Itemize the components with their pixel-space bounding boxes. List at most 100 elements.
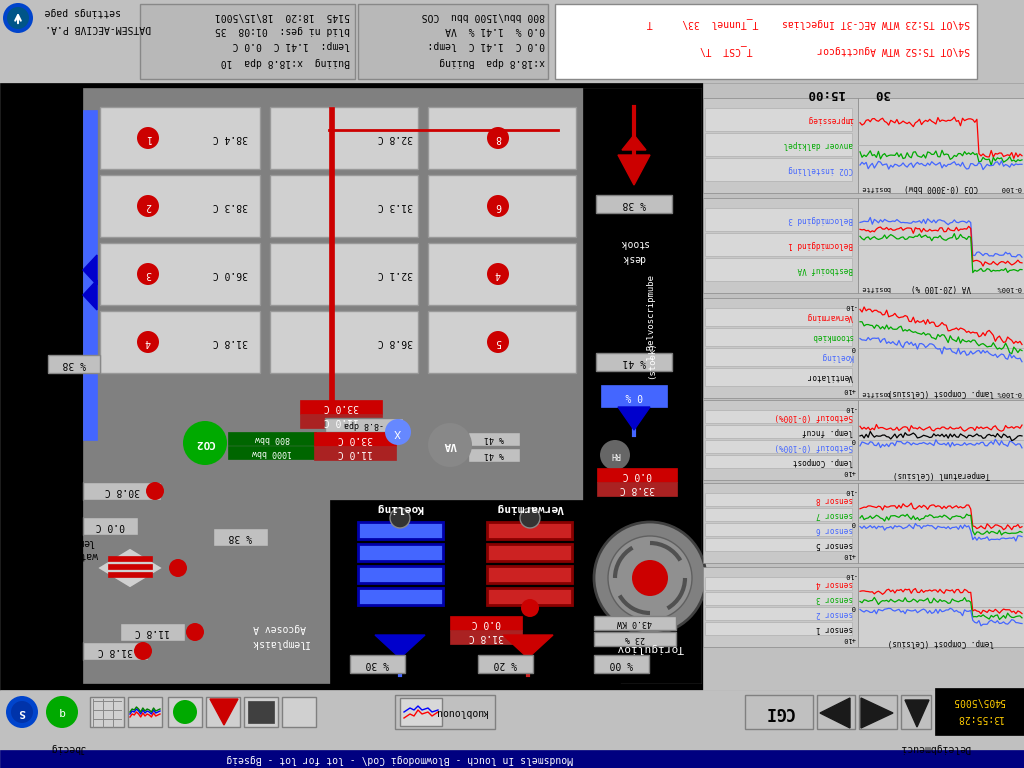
Text: lemp. Compost (Celsius): lemp. Compost (Celsius) (888, 637, 994, 647)
Bar (358, 4, 548, 79)
Text: sensor 1: sensor 1 (816, 624, 853, 633)
Bar (100, 107, 260, 169)
Text: sensor 5: sensor 5 (816, 540, 853, 549)
Bar (583, 88, 701, 683)
Text: 36.8 C: 36.8 C (378, 337, 413, 347)
Bar (213, 528, 268, 546)
Bar (244, 697, 278, 727)
Bar (705, 308, 852, 326)
Bar (83, 482, 161, 500)
Text: S Belvoscripmube: S Belvoscripmube (60, 398, 70, 492)
Text: 0.0 C: 0.0 C (623, 470, 651, 480)
Text: % 41: % 41 (623, 357, 646, 367)
Text: Setboiuf (0-100%): Setboiuf (0-100%) (774, 442, 853, 451)
Text: Belocmidgind 1: Belocmidgind 1 (788, 240, 853, 249)
Text: 33.0 C: 33.0 C (337, 434, 373, 444)
Bar (705, 455, 852, 468)
Text: 38.3 C: 38.3 C (212, 201, 248, 211)
Text: % 41: % 41 (484, 435, 504, 443)
Bar (358, 588, 443, 605)
Text: 0.0 %  1.41 %  VA: 0.0 % 1.41 % VA (445, 25, 545, 35)
Text: impressieg: impressieg (807, 115, 853, 124)
Text: lemp: lemp (72, 537, 95, 547)
Bar (596, 195, 672, 213)
Text: Koeling: Koeling (820, 353, 853, 362)
Circle shape (137, 263, 159, 285)
Bar (705, 233, 852, 256)
Text: CO2 instelling: CO2 instelling (788, 165, 853, 174)
Text: (term): (term) (60, 472, 70, 508)
Bar (0, 750, 1024, 768)
Bar (228, 446, 316, 459)
Bar (428, 311, 575, 373)
Text: 31.8 C: 31.8 C (97, 646, 133, 656)
Bar (228, 432, 316, 445)
Bar (594, 655, 649, 673)
Text: (stook): (stook) (647, 341, 656, 379)
Text: X: X (394, 427, 401, 437)
Polygon shape (503, 635, 553, 658)
Bar (428, 243, 575, 305)
Bar (395, 695, 495, 729)
Bar (705, 577, 852, 590)
Bar (168, 697, 202, 727)
Bar (705, 348, 852, 366)
Text: RH: RH (610, 451, 620, 459)
Text: sensor 2: sensor 2 (816, 609, 853, 618)
Bar (100, 311, 260, 373)
Text: 0: 0 (852, 437, 856, 443)
Bar (594, 616, 676, 630)
Text: Verwarming: Verwarming (497, 503, 564, 513)
Text: lemp. fncuf: lemp. fncuf (802, 427, 853, 436)
Text: CGI: CGI (764, 703, 794, 721)
Text: 13:55:28: 13:55:28 (955, 713, 1002, 723)
Bar (487, 588, 572, 605)
Text: Jbecig: Jbecig (50, 743, 85, 753)
Text: +10: +10 (843, 387, 856, 393)
Bar (858, 98, 1024, 193)
Text: 0.0 C: 0.0 C (95, 521, 125, 531)
Circle shape (183, 421, 227, 465)
Bar (594, 632, 676, 646)
Polygon shape (210, 699, 238, 725)
Text: Agcosev A: Agcosev A (254, 623, 306, 633)
Text: sensor 7: sensor 7 (816, 510, 853, 519)
Text: 4: 4 (495, 269, 501, 279)
Text: VA (20-100 %): VA (20-100 %) (911, 283, 971, 293)
Text: 5145  18:20  18\15\5001: 5145 18:20 18\15\5001 (215, 11, 350, 21)
Text: 32.1 C: 32.1 C (378, 269, 413, 279)
Text: kuoblouou: kuoblouou (433, 707, 486, 717)
Bar (83, 517, 138, 535)
Bar (108, 556, 152, 561)
Text: 2: 2 (145, 201, 151, 211)
Bar (330, 500, 620, 685)
Text: 0: 0 (852, 345, 856, 351)
Bar (350, 655, 406, 673)
Text: bosifte: bosifte (861, 390, 891, 396)
Bar (703, 567, 858, 647)
Text: Verwarming: Verwarming (807, 313, 853, 322)
Polygon shape (375, 635, 425, 658)
Text: -10: -10 (843, 488, 856, 494)
Bar (300, 400, 382, 414)
Text: S4\OT TS:S2 WTW Agucttgcor           T_CST  T\: S4\OT TS:S2 WTW Agucttgcor T_CST T\ (699, 45, 970, 55)
Bar (705, 425, 852, 438)
Circle shape (134, 642, 152, 660)
Circle shape (487, 127, 509, 149)
Bar (597, 468, 677, 482)
Text: 0.0 C  1.41 C  lemp:: 0.0 C 1.41 C lemp: (427, 40, 545, 50)
Polygon shape (820, 698, 850, 728)
Bar (487, 544, 572, 561)
Bar (450, 616, 522, 630)
Text: 1: 1 (145, 133, 151, 143)
Text: 11.0 C: 11.0 C (337, 448, 373, 458)
Bar (703, 483, 858, 563)
Bar (100, 243, 260, 305)
Circle shape (186, 623, 204, 641)
Text: % 38: % 38 (623, 199, 646, 209)
Bar (705, 133, 852, 156)
Text: sensor 3: sensor 3 (816, 594, 853, 603)
Bar (468, 448, 520, 462)
Text: +10: +10 (843, 552, 856, 558)
Bar (705, 592, 852, 605)
